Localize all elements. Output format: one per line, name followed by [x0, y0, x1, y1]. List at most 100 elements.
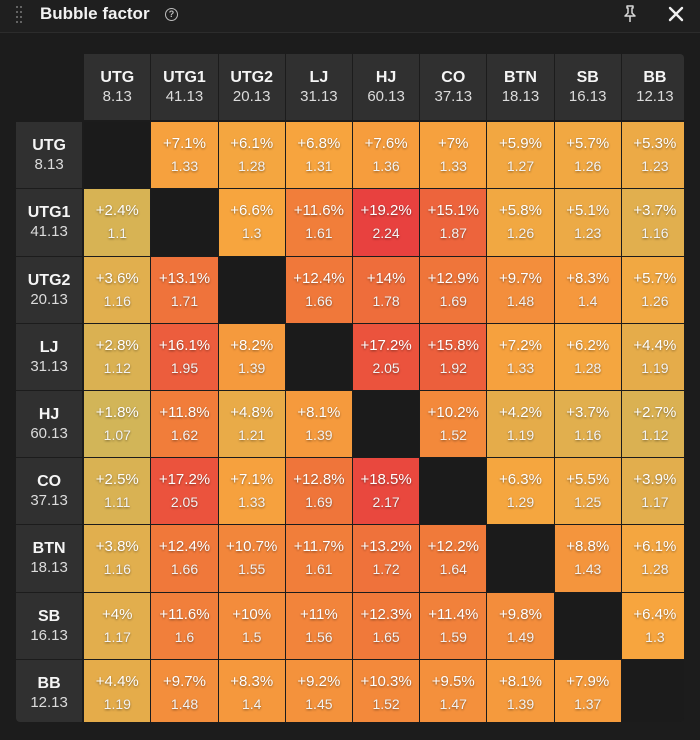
- diagonal-cell: [285, 323, 352, 390]
- bubble-factor-value: 1.69: [305, 494, 333, 511]
- matrix-cell-btn-vs-utg2[interactable]: +10.7% 1.55: [218, 525, 285, 592]
- matrix-cell-sb-vs-lj[interactable]: +11% 1.56: [285, 592, 352, 659]
- matrix-cell-sb-vs-hj[interactable]: +12.3% 1.65: [353, 592, 420, 659]
- matrix-cell-co-vs-utg[interactable]: +2.5% 1.11: [84, 458, 151, 525]
- matrix-cell-co-vs-sb[interactable]: +5.5% 1.25: [554, 458, 621, 525]
- matrix-cell-utg-vs-lj[interactable]: +6.8% 1.31: [285, 122, 352, 189]
- matrix-cell-btn-vs-lj[interactable]: +11.7% 1.61: [285, 525, 352, 592]
- matrix-cell-sb-vs-btn[interactable]: +9.8% 1.49: [487, 592, 554, 659]
- risk-premium: +10.2%: [427, 404, 479, 422]
- matrix-cell-hj-vs-co[interactable]: +10.2% 1.52: [420, 391, 487, 458]
- matrix-cell-utg1-vs-lj[interactable]: +11.6% 1.61: [285, 189, 352, 256]
- risk-premium: +4%: [102, 605, 133, 623]
- matrix-cell-bb-vs-sb[interactable]: +7.9% 1.37: [554, 659, 621, 722]
- matrix-cell-utg-vs-bb[interactable]: +5.3% 1.23: [621, 122, 684, 189]
- row-header-stack: 16.13: [30, 626, 68, 644]
- matrix-cell-lj-vs-utg2[interactable]: +8.2% 1.39: [218, 323, 285, 390]
- risk-premium: +2.5%: [95, 471, 139, 489]
- drag-handle-icon[interactable]: [16, 6, 24, 23]
- bubble-factor-value: 1.62: [170, 427, 199, 444]
- matrix-cell-btn-vs-sb[interactable]: +8.8% 1.43: [554, 525, 621, 592]
- bubble-factor-value: 1.39: [506, 695, 535, 712]
- matrix-cell-btn-vs-bb[interactable]: +6.1% 1.28: [621, 525, 684, 592]
- matrix-cell-utg1-vs-utg2[interactable]: +6.6% 1.3: [218, 189, 285, 256]
- matrix-cell-co-vs-lj[interactable]: +12.8% 1.69: [285, 458, 352, 525]
- close-icon[interactable]: [667, 5, 685, 23]
- matrix-cell-lj-vs-utg1[interactable]: +16.1% 1.95: [151, 323, 218, 390]
- risk-premium: +5.9%: [499, 135, 542, 153]
- matrix-cell-utg2-vs-sb[interactable]: +8.3% 1.4: [554, 256, 621, 323]
- matrix-cell-co-vs-btn[interactable]: +6.3% 1.29: [487, 458, 554, 525]
- risk-premium: +9.7%: [499, 269, 542, 287]
- matrix-cell-sb-vs-utg1[interactable]: +11.6% 1.6: [151, 592, 218, 659]
- matrix-cell-lj-vs-btn[interactable]: +7.2% 1.33: [487, 323, 554, 390]
- matrix-cell-utg-vs-utg1[interactable]: +7.1% 1.33: [151, 122, 218, 189]
- matrix-cell-utg1-vs-bb[interactable]: +3.7% 1.16: [621, 189, 684, 256]
- matrix-cell-bb-vs-btn[interactable]: +8.1% 1.39: [487, 659, 554, 722]
- matrix-cell-utg1-vs-hj[interactable]: +19.2% 2.24: [353, 189, 420, 256]
- matrix-cell-utg2-vs-utg1[interactable]: +13.1% 1.71: [151, 256, 218, 323]
- matrix-cell-utg2-vs-lj[interactable]: +12.4% 1.66: [285, 256, 352, 323]
- matrix-cell-utg1-vs-btn[interactable]: +5.8% 1.26: [487, 189, 554, 256]
- matrix-cell-utg-vs-btn[interactable]: +5.9% 1.27: [487, 122, 554, 189]
- matrix-cell-utg-vs-utg2[interactable]: +6.1% 1.28: [218, 122, 285, 189]
- matrix-cell-lj-vs-hj[interactable]: +17.2% 2.05: [353, 323, 420, 390]
- matrix-cell-utg1-vs-sb[interactable]: +5.1% 1.23: [554, 189, 621, 256]
- matrix-cell-hj-vs-utg[interactable]: +1.8% 1.07: [84, 391, 151, 458]
- matrix-cell-utg2-vs-co[interactable]: +12.9% 1.69: [420, 256, 487, 323]
- matrix-cell-sb-vs-utg[interactable]: +4% 1.17: [84, 592, 151, 659]
- matrix-cell-bb-vs-utg2[interactable]: +8.3% 1.4: [218, 659, 285, 722]
- matrix-cell-sb-vs-utg2[interactable]: +10% 1.5: [218, 592, 285, 659]
- matrix-cell-btn-vs-hj[interactable]: +13.2% 1.72: [353, 525, 420, 592]
- pin-icon[interactable]: [622, 5, 638, 23]
- matrix-cell-btn-vs-co[interactable]: +12.2% 1.64: [420, 525, 487, 592]
- matrix-cell-utg2-vs-utg[interactable]: +3.6% 1.16: [84, 256, 151, 323]
- matrix-cell-sb-vs-co[interactable]: +11.4% 1.59: [420, 592, 487, 659]
- bubble-factor-value: 1.36: [372, 158, 400, 175]
- matrix-cell-bb-vs-lj[interactable]: +9.2% 1.45: [285, 659, 352, 722]
- bubble-factor-value: 1.66: [305, 292, 333, 309]
- matrix-cell-hj-vs-sb[interactable]: +3.7% 1.16: [554, 391, 621, 458]
- matrix-cell-co-vs-hj[interactable]: +18.5% 2.17: [353, 458, 420, 525]
- matrix-cell-sb-vs-bb[interactable]: +6.4% 1.3: [621, 592, 684, 659]
- matrix-cell-co-vs-bb[interactable]: +3.9% 1.17: [621, 458, 684, 525]
- matrix-cell-co-vs-utg2[interactable]: +7.1% 1.33: [218, 458, 285, 525]
- column-header-name: UTG: [100, 69, 135, 87]
- matrix-cell-lj-vs-co[interactable]: +15.8% 1.92: [420, 323, 487, 390]
- diagonal-cell: [218, 256, 285, 323]
- matrix-cell-utg1-vs-co[interactable]: +15.1% 1.87: [420, 189, 487, 256]
- matrix-cell-bb-vs-utg1[interactable]: +9.7% 1.48: [151, 659, 218, 722]
- matrix-cell-utg1-vs-utg[interactable]: +2.4% 1.1: [84, 189, 151, 256]
- matrix-cell-hj-vs-utg1[interactable]: +11.8% 1.62: [151, 391, 218, 458]
- matrix-cell-co-vs-utg1[interactable]: +17.2% 2.05: [151, 458, 218, 525]
- matrix-cell-bb-vs-co[interactable]: +9.5% 1.47: [420, 659, 487, 722]
- matrix-cell-bb-vs-utg[interactable]: +4.4% 1.19: [84, 659, 151, 722]
- bubble-factor-value: 1.4: [577, 292, 598, 309]
- matrix-cell-utg-vs-hj[interactable]: +7.6% 1.36: [353, 122, 420, 189]
- matrix-cell-utg-vs-co[interactable]: +7% 1.33: [420, 122, 487, 189]
- column-header-utg1: UTG1 41.13: [151, 54, 218, 121]
- matrix-cell-utg2-vs-hj[interactable]: +14% 1.78: [353, 256, 420, 323]
- matrix-cell-hj-vs-utg2[interactable]: +4.8% 1.21: [218, 391, 285, 458]
- risk-premium: +3.7%: [633, 202, 677, 220]
- risk-premium: +4.8%: [230, 404, 274, 422]
- matrix-cell-lj-vs-utg[interactable]: +2.8% 1.12: [84, 323, 151, 390]
- risk-premium: +8.3%: [566, 269, 610, 287]
- matrix-cell-lj-vs-bb[interactable]: +4.4% 1.19: [621, 323, 684, 390]
- matrix-cell-utg2-vs-btn[interactable]: +9.7% 1.48: [487, 256, 554, 323]
- risk-premium: +6.2%: [566, 336, 610, 354]
- matrix-cell-lj-vs-sb[interactable]: +6.2% 1.28: [554, 323, 621, 390]
- risk-premium: +12.4%: [293, 269, 345, 287]
- matrix-cell-btn-vs-utg1[interactable]: +12.4% 1.66: [151, 525, 218, 592]
- bubble-factor-value: 1.28: [641, 561, 669, 578]
- matrix-cell-hj-vs-lj[interactable]: +8.1% 1.39: [285, 391, 352, 458]
- matrix-cell-utg2-vs-bb[interactable]: +5.7% 1.26: [621, 256, 684, 323]
- bubble-factor-value: 1.6: [174, 628, 195, 645]
- help-icon[interactable]: ?: [165, 8, 178, 21]
- matrix-cell-utg-vs-sb[interactable]: +5.7% 1.26: [554, 122, 621, 189]
- matrix-cell-hj-vs-btn[interactable]: +4.2% 1.19: [487, 391, 554, 458]
- matrix-cell-btn-vs-utg[interactable]: +3.8% 1.16: [84, 525, 151, 592]
- matrix-cell-hj-vs-bb[interactable]: +2.7% 1.12: [621, 391, 684, 458]
- matrix-cell-bb-vs-hj[interactable]: +10.3% 1.52: [353, 659, 420, 722]
- title-bar[interactable]: Bubble factor ?: [0, 0, 700, 33]
